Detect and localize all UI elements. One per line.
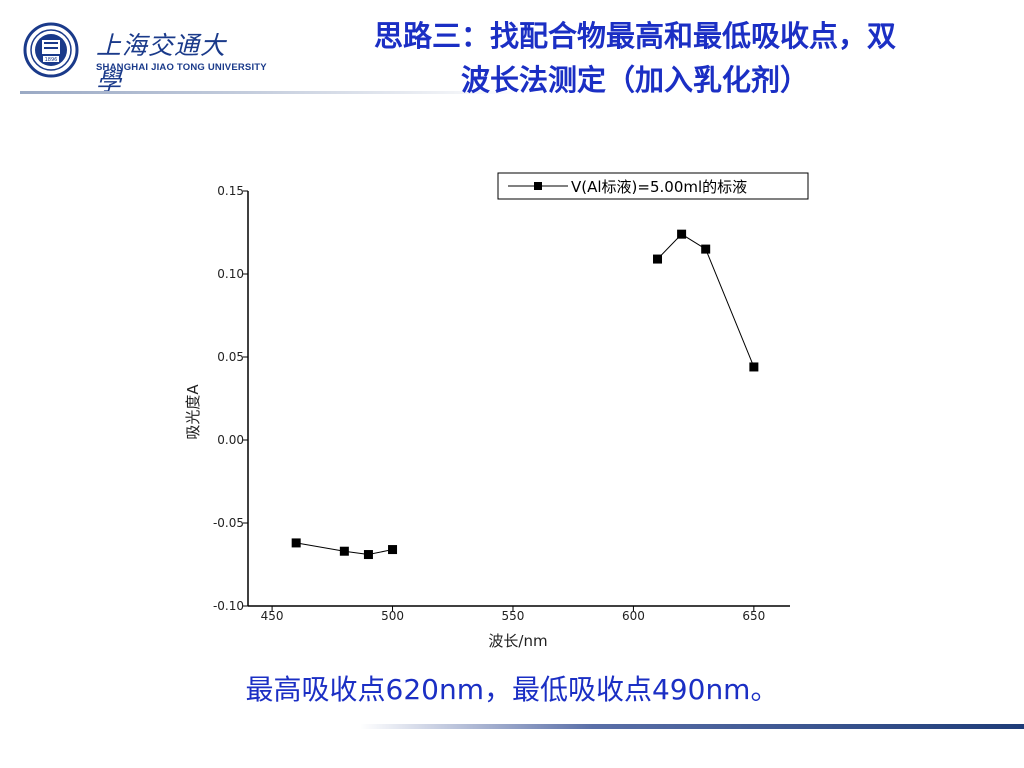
- title-line-2: 波长法测定（加入乳化剂）: [460, 63, 809, 97]
- data-point: [749, 362, 759, 372]
- data-point: [363, 550, 373, 560]
- footer-rule: [360, 724, 1024, 729]
- data-point: [677, 229, 687, 239]
- slide-title: 思路三：找配合物最高和最低吸收点，双 波长法测定（加入乳化剂）: [250, 14, 1020, 102]
- legend: V(Al标液)=5.00ml的标液: [497, 172, 809, 200]
- x-tick-label: 600: [622, 609, 645, 623]
- x-tick-label: 650: [742, 609, 765, 623]
- series-line: [657, 233, 755, 368]
- header-rule: [20, 91, 520, 94]
- y-tick-label: 0.00: [217, 433, 244, 447]
- data-point: [701, 244, 711, 254]
- x-tick-label: 550: [502, 609, 525, 623]
- data-point: [291, 538, 301, 548]
- plot-layer: [291, 229, 759, 560]
- x-tick-label: 500: [381, 609, 404, 623]
- legend-series-name: V(Al标液)=5.00ml的标液: [571, 178, 747, 196]
- y-tick-label: -0.10: [213, 599, 244, 613]
- university-emblem-icon: 1896: [23, 22, 79, 78]
- series-line: [296, 542, 393, 556]
- y-tick-label: -0.05: [213, 516, 244, 530]
- axes-layer: 450 500 550 600 650 0.15 0.10 0.05 0.00 -0.05 -0.1…: [213, 184, 790, 623]
- x-axis-label: 波长/nm: [488, 632, 547, 650]
- data-point: [388, 545, 398, 555]
- caption: 最高吸收点620nm，最低吸收点490nm。: [245, 673, 779, 706]
- x-tick-label: 450: [261, 609, 284, 623]
- data-point: [339, 546, 349, 556]
- y-tick-label: 0.15: [217, 184, 244, 198]
- y-tick-label: 0.05: [217, 350, 244, 364]
- legend-marker-sample: [534, 182, 542, 190]
- data-point: [653, 254, 663, 264]
- emblem-year: 1896: [45, 57, 58, 63]
- y-axis-label: 吸光度A: [184, 384, 202, 440]
- title-line-1: 思路三：找配合物最高和最低吸收点，双: [373, 19, 896, 53]
- y-tick-label: 0.10: [217, 267, 244, 281]
- logo-english-name: SHANGHAI JIAO TONG UNIVERSITY: [96, 62, 267, 73]
